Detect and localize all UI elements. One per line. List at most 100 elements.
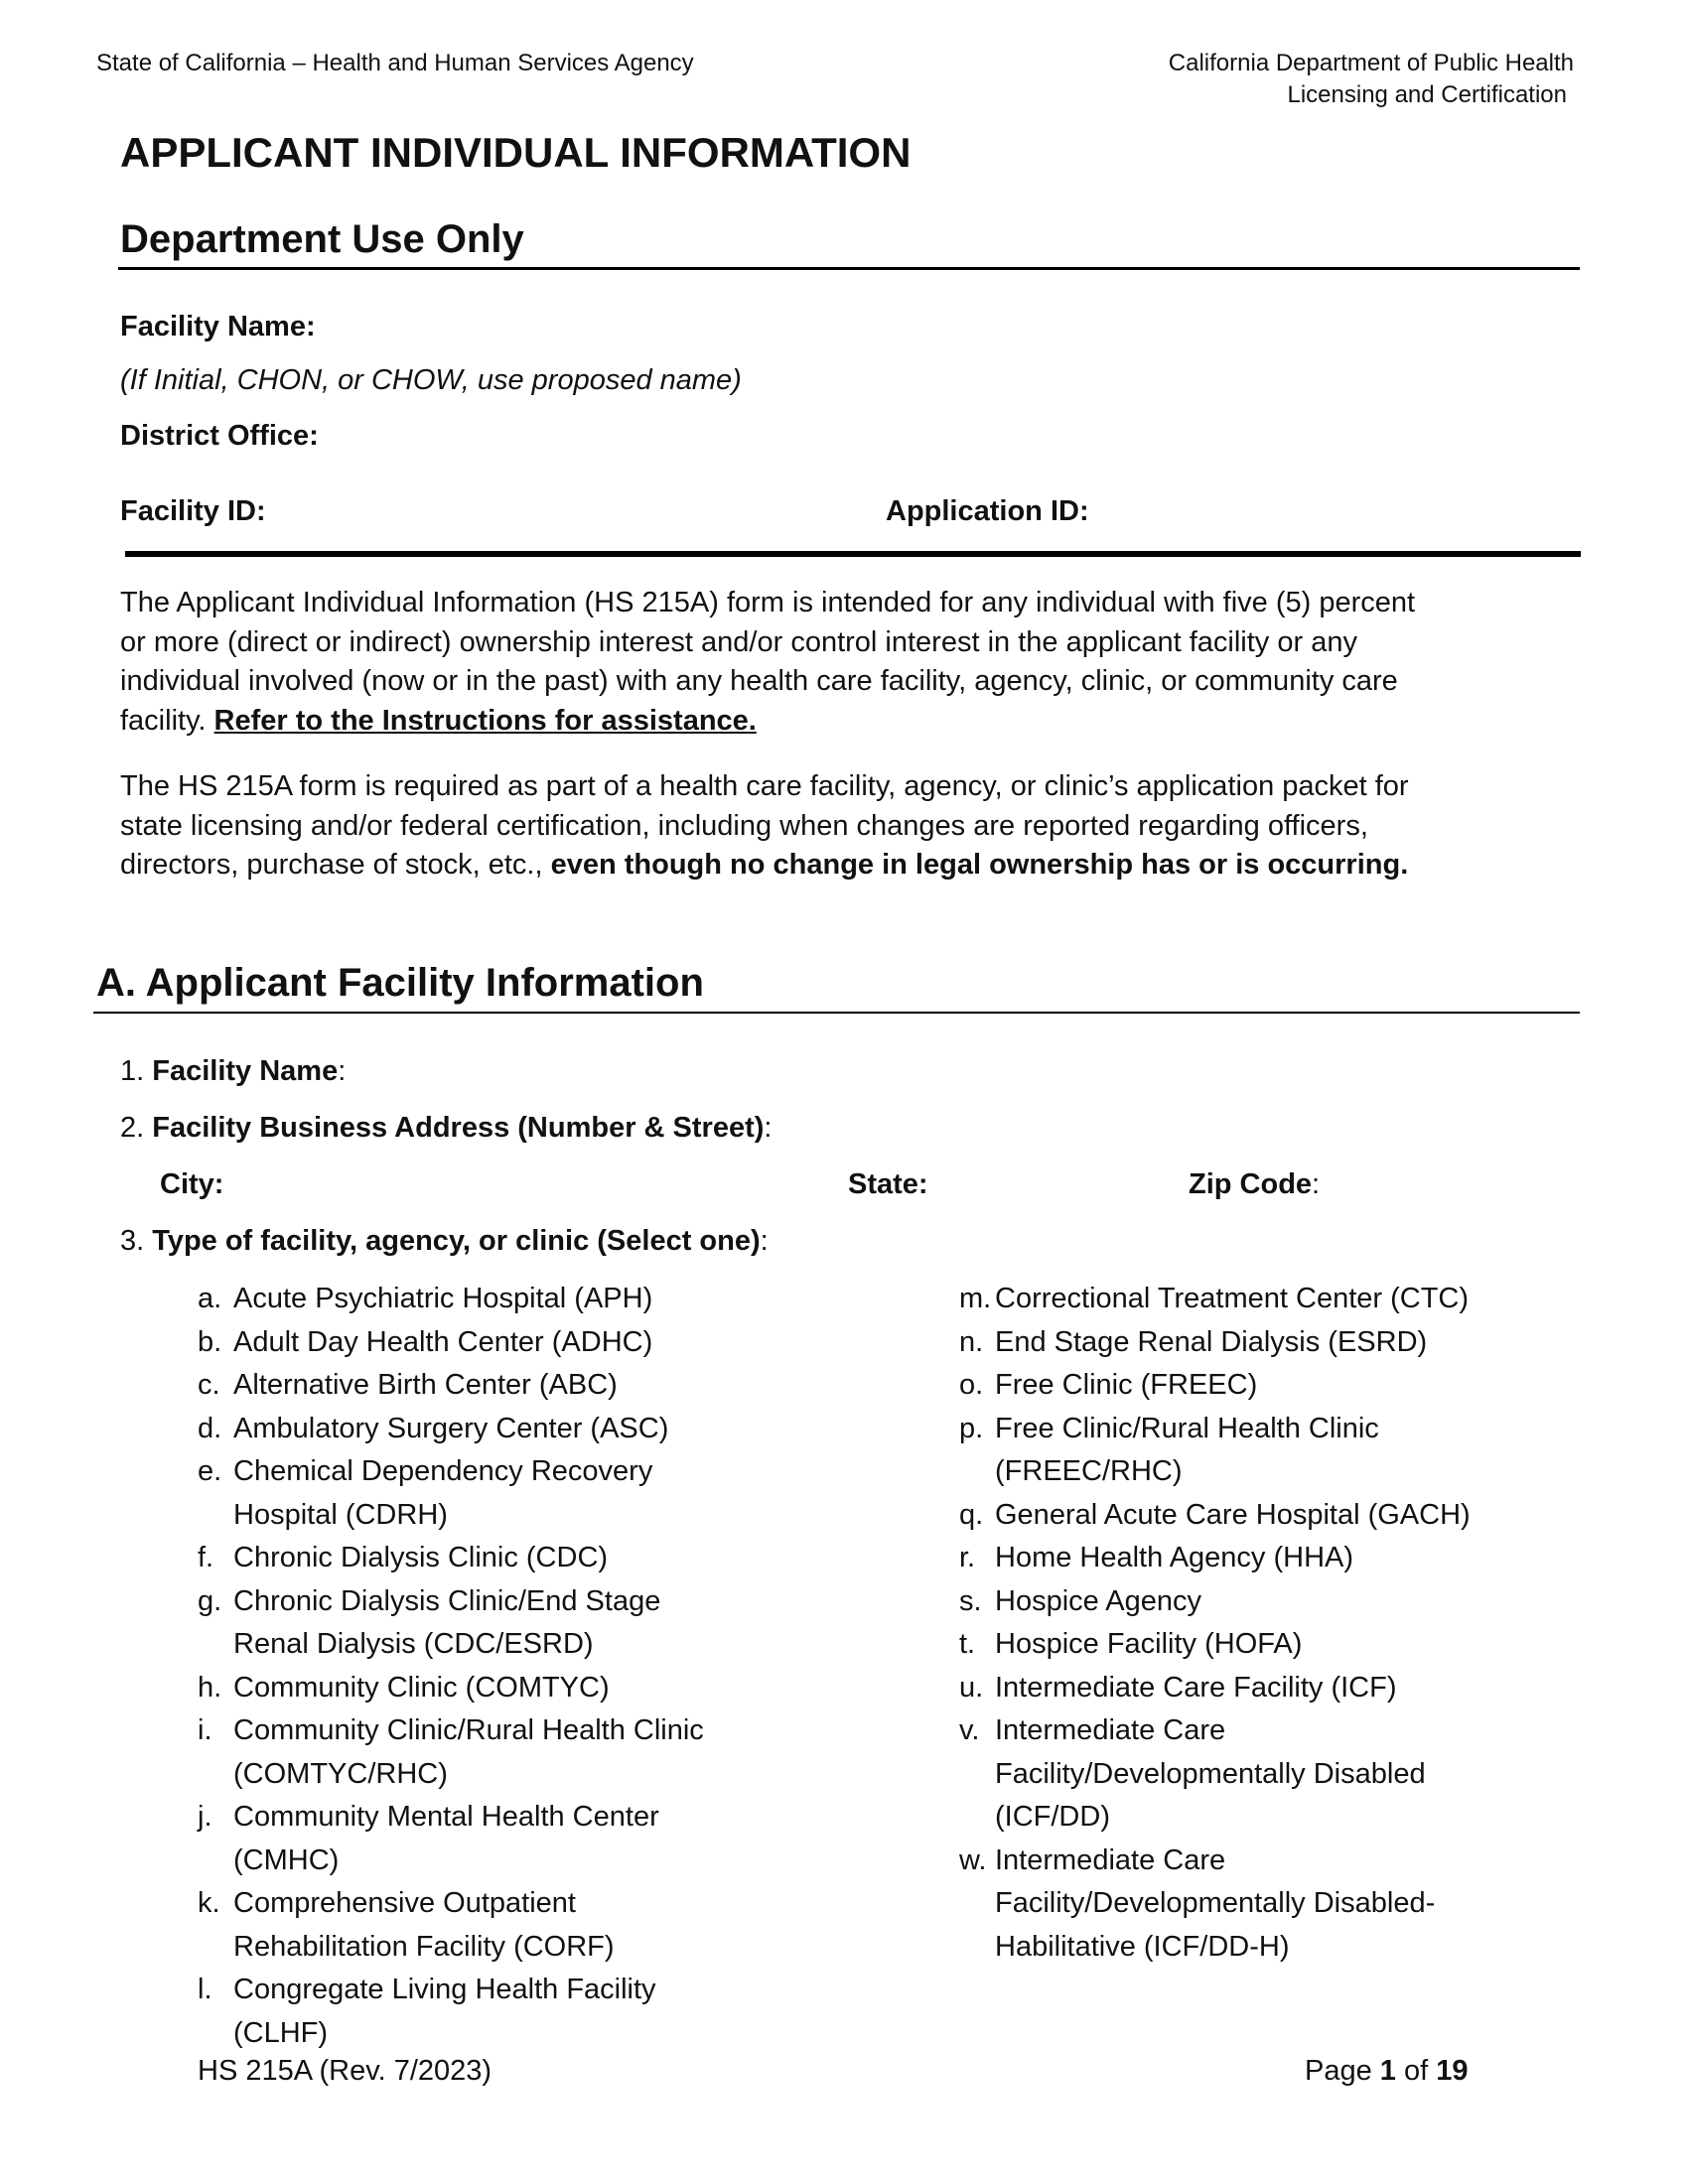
option-letter: k. bbox=[198, 1887, 220, 1919]
facility-type-option[interactable]: f. Chronic Dialysis Clinic (CDC) bbox=[198, 1537, 704, 1580]
city-label: City: bbox=[160, 1168, 224, 1200]
option-letter: q. bbox=[959, 1498, 984, 1531]
option-label: Alternative Birth Center (ABC) bbox=[233, 1369, 618, 1401]
option-letter: m. bbox=[959, 1283, 992, 1314]
zip-text: Zip Code bbox=[1189, 1168, 1313, 1200]
q2-label: Facility Business Address (Number & Stre… bbox=[152, 1112, 765, 1144]
option-letter: h. bbox=[198, 1671, 222, 1704]
option-label: General Acute Care Hospital (GACH) bbox=[995, 1498, 1471, 1531]
option-label: Chemical Dependency Recovery Hospital (C… bbox=[233, 1455, 653, 1531]
facility-type-option[interactable]: e. Chemical Dependency Recovery Hospital … bbox=[198, 1450, 704, 1537]
page-title: APPLICANT INDIVIDUAL INFORMATION bbox=[120, 129, 912, 176]
facility-type-option[interactable]: h. Community Clinic (COMTYC) bbox=[198, 1667, 704, 1710]
facility-type-option[interactable]: p. Free Clinic/Rural Health Clinic (FREEC… bbox=[959, 1408, 1471, 1494]
facility-type-option[interactable]: c. Alternative Birth Center (ABC) bbox=[198, 1364, 704, 1408]
facility-type-option[interactable]: g. Chronic Dialysis Clinic/End Stage Rena… bbox=[198, 1580, 704, 1667]
option-letter: b. bbox=[198, 1325, 222, 1358]
facility-type-option[interactable]: l. Congregate Living Health Facility (CLH… bbox=[198, 1969, 704, 2055]
facility-type-option[interactable]: t. Hospice Facility (HOFA) bbox=[959, 1623, 1471, 1667]
option-label: Hospice Facility (HOFA) bbox=[995, 1628, 1303, 1660]
page-of: of bbox=[1395, 2055, 1437, 2087]
option-label: Acute Psychiatric Hospital (APH) bbox=[233, 1283, 653, 1314]
option-letter: v. bbox=[959, 1714, 980, 1746]
colon: : bbox=[1312, 1168, 1321, 1200]
instructions-link[interactable]: Refer to the Instructions for assistance… bbox=[213, 704, 757, 737]
option-label: Community Mental Health Center (CMHC) bbox=[233, 1801, 659, 1876]
option-label: Hospice Agency bbox=[995, 1584, 1201, 1617]
facility-type-option[interactable]: u. Intermediate Care Facility (ICF) bbox=[959, 1667, 1471, 1710]
option-label: Congregate Living Health Facility (CLHF) bbox=[233, 1974, 656, 2049]
option-label: Chronic Dialysis Clinic/End Stage Renal … bbox=[233, 1584, 661, 1661]
question-3: 3. Type of facility, agency, or clinic (… bbox=[120, 1225, 769, 1258]
facility-type-option[interactable]: n. End Stage Renal Dialysis (ESRD) bbox=[959, 1321, 1471, 1365]
section-a-heading: A. Applicant Facility Information bbox=[96, 961, 704, 1005]
facility-type-option[interactable]: a. Acute Psychiatric Hospital (APH) bbox=[198, 1278, 704, 1321]
option-label: Adult Day Health Center (ADHC) bbox=[233, 1325, 653, 1358]
option-label: Chronic Dialysis Clinic (CDC) bbox=[233, 1542, 609, 1573]
q3-label: Type of facility, agency, or clinic (Sel… bbox=[152, 1225, 761, 1257]
colon: : bbox=[760, 1225, 769, 1257]
option-letter: d. bbox=[198, 1412, 222, 1444]
facility-type-option[interactable]: v. Intermediate Care Facility/Development… bbox=[959, 1709, 1471, 1840]
zip-label: Zip Code: bbox=[1189, 1168, 1320, 1201]
facility-type-option[interactable]: b. Adult Day Health Center (ADHC) bbox=[198, 1321, 704, 1365]
header-agency: State of California – Health and Human S… bbox=[96, 50, 694, 76]
option-label: Free Clinic (FREEC) bbox=[995, 1369, 1258, 1401]
facility-type-option[interactable]: i. Community Clinic/Rural Health Clinic (… bbox=[198, 1709, 704, 1796]
option-label: Correctional Treatment Center (CTC) bbox=[995, 1283, 1470, 1314]
page-number: Page 1 of 19 bbox=[1305, 2055, 1469, 2088]
q1-number: 1. bbox=[120, 1055, 145, 1087]
q2-number: 2. bbox=[120, 1112, 145, 1144]
current-page: 1 bbox=[1379, 2055, 1396, 2087]
option-label: Ambulatory Surgery Center (ASC) bbox=[233, 1412, 669, 1444]
colon: : bbox=[338, 1055, 347, 1087]
option-letter: r. bbox=[959, 1542, 976, 1573]
facility-type-option[interactable]: k. Comprehensive Outpatient Rehabilitatio… bbox=[198, 1882, 704, 1969]
dept-facility-name-label: Facility Name: bbox=[120, 311, 316, 342]
intro-paragraph-2: The HS 215A form is required as part of … bbox=[120, 767, 1590, 886]
application-id-label: Application ID: bbox=[886, 495, 1089, 527]
header-division: Licensing and Certification bbox=[1287, 81, 1568, 108]
intro-paragraph-1: The Applicant Individual Information (HS… bbox=[120, 584, 1590, 741]
option-label: Free Clinic/Rural Health Clinic (FREEC/R… bbox=[995, 1412, 1379, 1488]
facility-type-option[interactable]: r. Home Health Agency (HHA) bbox=[959, 1537, 1471, 1580]
option-letter: n. bbox=[959, 1325, 984, 1358]
dept-use-heading: Department Use Only bbox=[120, 217, 524, 261]
dept-facility-name-note: (If Initial, CHON, or CHOW, use proposed… bbox=[120, 364, 742, 396]
intro-bold-text: even though no change in legal ownership… bbox=[550, 849, 1409, 881]
facility-type-option[interactable]: m. Correctional Treatment Center (CTC) bbox=[959, 1278, 1471, 1321]
total-pages: 19 bbox=[1436, 2055, 1469, 2087]
facility-id-label: Facility ID: bbox=[120, 495, 266, 527]
intro-text: The Applicant Individual Information (HS… bbox=[120, 587, 1416, 737]
facility-type-option[interactable]: q. General Acute Care Hospital (GACH) bbox=[959, 1494, 1471, 1538]
facility-type-option[interactable]: j. Community Mental Health Center (CMHC) bbox=[198, 1796, 704, 1882]
section-divider bbox=[93, 1012, 1580, 1014]
option-letter: w. bbox=[959, 1843, 987, 1876]
option-letter: a. bbox=[198, 1283, 222, 1314]
option-label: Community Clinic (COMTYC) bbox=[233, 1671, 610, 1704]
header-department: California Department of Public Health bbox=[1168, 50, 1574, 76]
form-number: HS 215A (Rev. 7/2023) bbox=[198, 2055, 492, 2087]
facility-type-options-right: m. Correctional Treatment Center (CTC) n. E… bbox=[959, 1278, 1471, 1969]
facility-type-option[interactable]: o. Free Clinic (FREEC) bbox=[959, 1364, 1471, 1408]
option-label: Home Health Agency (HHA) bbox=[995, 1542, 1354, 1573]
question-1: 1. Facility Name: bbox=[120, 1055, 346, 1088]
q3-number: 3. bbox=[120, 1225, 145, 1257]
state-label: State: bbox=[848, 1168, 928, 1200]
option-letter: u. bbox=[959, 1671, 984, 1704]
facility-type-option[interactable]: w. Intermediate Care Facility/Development… bbox=[959, 1840, 1471, 1970]
facility-type-option[interactable]: s. Hospice Agency bbox=[959, 1580, 1471, 1624]
option-letter: o. bbox=[959, 1369, 984, 1401]
facility-type-options-left: a. Acute Psychiatric Hospital (APH) b. Adul… bbox=[198, 1278, 704, 2055]
option-label: Intermediate Care Facility (ICF) bbox=[995, 1671, 1397, 1704]
option-letter: c. bbox=[198, 1369, 220, 1401]
facility-type-option[interactable]: d. Ambulatory Surgery Center (ASC) bbox=[198, 1408, 704, 1451]
option-label: Intermediate Care Facility/Developmental… bbox=[995, 1714, 1426, 1833]
option-label: Comprehensive Outpatient Rehabilitation … bbox=[233, 1887, 615, 1963]
intro-text-2: The HS 215A form is required as part of … bbox=[120, 770, 1409, 881]
q1-label: Facility Name bbox=[152, 1055, 339, 1087]
thick-divider bbox=[125, 551, 1581, 557]
option-letter: e. bbox=[198, 1455, 222, 1487]
option-letter: i. bbox=[198, 1714, 212, 1746]
